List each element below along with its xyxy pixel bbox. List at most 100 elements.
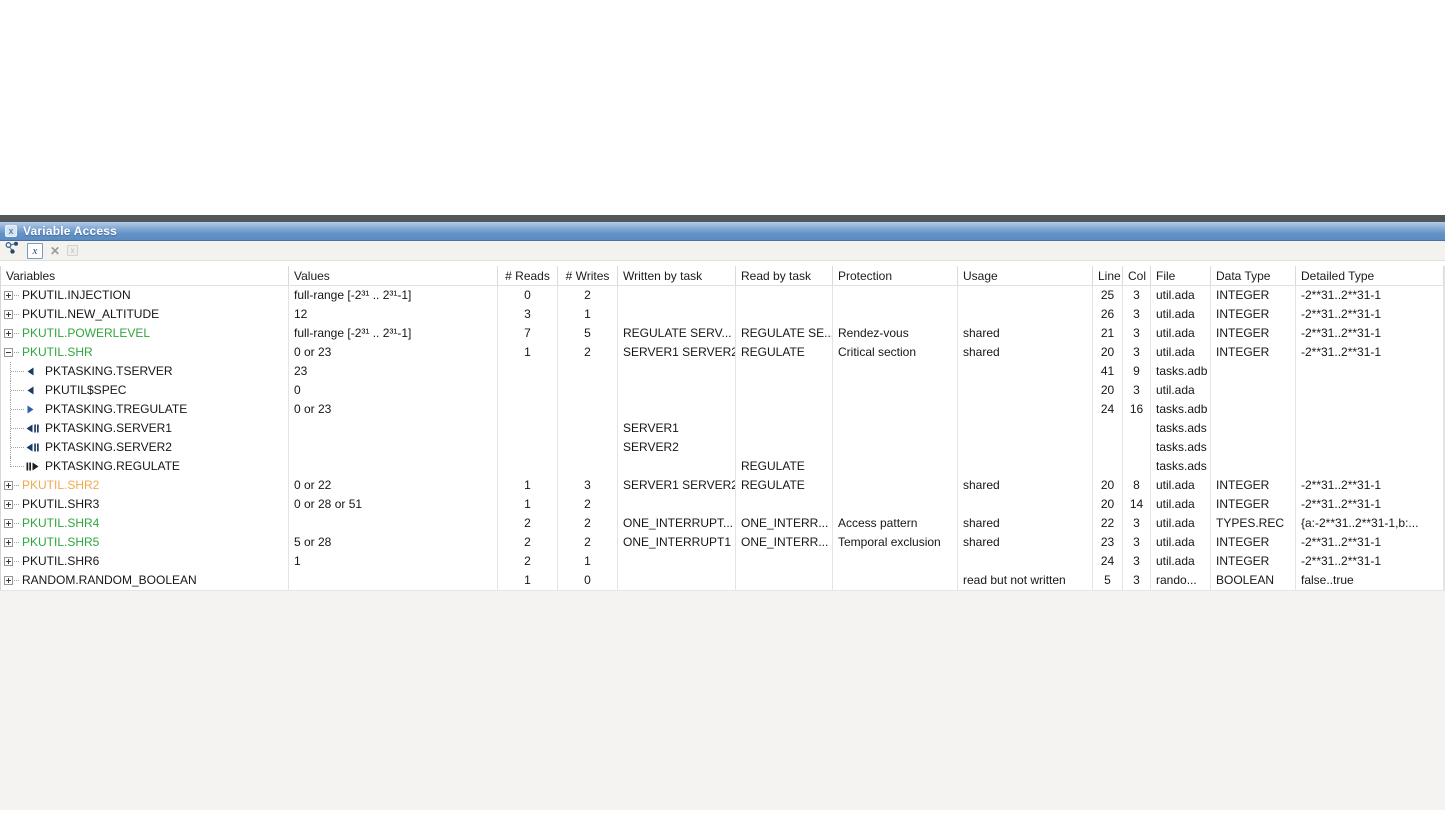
expand-toggle-icon[interactable] (4, 500, 13, 509)
expand-toggle-icon[interactable] (4, 329, 13, 338)
delete-disabled-button[interactable]: x (67, 243, 79, 259)
cell-protection (833, 571, 958, 590)
cell-values: 5 or 28 (289, 533, 498, 552)
variable-name: PKTASKING.TREGULATE (45, 402, 188, 416)
variable-name: PKUTIL$SPEC (45, 383, 127, 397)
table-row[interactable]: PKUTIL.INJECTION full-range [-2³¹ .. 2³¹-… (1, 286, 1444, 305)
cell-values (289, 514, 498, 533)
variable-name: PKUTIL.NEW_ALTITUDE (22, 307, 160, 321)
column-header-usage[interactable]: Usage (958, 266, 1093, 285)
cell-file: util.ada (1151, 324, 1211, 343)
column-header-writes[interactable]: # Writes (558, 266, 618, 285)
table-row[interactable]: RANDOM.RANDOM_BOOLEAN 1 0 read but not writ… (1, 571, 1444, 590)
table-row[interactable]: PKUTIL.SHR6 1 2 1 24 3 util.ada INTEGER -2**31..… (1, 552, 1444, 571)
cell-variable: PKUTIL.SHR3 (1, 495, 289, 514)
panel-titlebar[interactable]: x Variable Access (0, 222, 1445, 241)
tree-guide-line (10, 438, 11, 457)
cell-read_by: REGULATE (736, 476, 833, 495)
cell-data_type: INTEGER (1211, 286, 1296, 305)
tree-connector (14, 561, 19, 562)
table-row[interactable]: PKUTIL.SHR 0 or 23 1 2 SERVER1 SERVER2 REGULA… (1, 343, 1444, 362)
cell-col: 3 (1123, 514, 1151, 533)
cell-data_type (1211, 419, 1296, 438)
graph-view-button[interactable] (5, 241, 20, 259)
table-row[interactable]: PKTASKING.SERVER1 SERVER1 tasks.ads (1, 419, 1444, 438)
cell-written_by: ONE_INTERRUPT1 (618, 533, 736, 552)
column-header-file[interactable]: File (1151, 266, 1211, 285)
tree-connector (14, 333, 19, 334)
table-row[interactable]: PKUTIL.SHR4 2 2 ONE_INTERRUPT... ONE_INTERR.… (1, 514, 1444, 533)
cell-reads (498, 457, 558, 476)
variable-name: PKTASKING.SERVER2 (45, 440, 172, 454)
cell-detailed_type: false..true (1296, 571, 1444, 590)
cell-col: 3 (1123, 571, 1151, 590)
column-header-data_type[interactable]: Data Type (1211, 266, 1296, 285)
cell-col: 3 (1123, 381, 1151, 400)
tree-connector (14, 542, 19, 543)
table-row[interactable]: PKUTIL.POWERLEVEL full-range [-2³¹ .. 2³¹… (1, 324, 1444, 343)
cell-usage (958, 400, 1093, 419)
cell-reads: 1 (498, 476, 558, 495)
cell-file: util.ada (1151, 533, 1211, 552)
table-row[interactable]: PKUTIL.SHR3 0 or 28 or 51 1 2 20 14 util.ada IN… (1, 495, 1444, 514)
table-row[interactable]: PKTASKING.TSERVER 23 41 9 tasks.adb (1, 362, 1444, 381)
cell-data_type: INTEGER (1211, 552, 1296, 571)
cell-reads: 2 (498, 552, 558, 571)
cell-file: util.ada (1151, 476, 1211, 495)
table-row[interactable]: PKTASKING.TREGULATE 0 or 23 24 16 tasks.adb (1, 400, 1444, 419)
expand-toggle-icon[interactable] (4, 557, 13, 566)
cell-line: 25 (1093, 286, 1123, 305)
cell-col: 14 (1123, 495, 1151, 514)
column-header-reads[interactable]: # Reads (498, 266, 558, 285)
table-row[interactable]: PKTASKING.SERVER2 SERVER2 tasks.ads (1, 438, 1444, 457)
cell-reads: 1 (498, 571, 558, 590)
toolbar-table-gap (0, 261, 1445, 266)
cell-protection (833, 476, 958, 495)
table-row[interactable]: PKUTIL$SPEC 0 20 3 util.ada (1, 381, 1444, 400)
expand-toggle-icon[interactable] (4, 310, 13, 319)
tree-connector (14, 504, 19, 505)
cell-protection (833, 552, 958, 571)
cell-data_type: INTEGER (1211, 305, 1296, 324)
table-row[interactable]: PKUTIL.SHR5 5 or 28 2 2 ONE_INTERRUPT1 ONE_IN… (1, 533, 1444, 552)
delete-button[interactable]: ✕ (50, 243, 60, 259)
cell-read_by: REGULATE SE... (736, 324, 833, 343)
cell-detailed_type: -2**31..2**31-1 (1296, 305, 1444, 324)
expand-toggle-icon[interactable] (4, 576, 13, 585)
table-row[interactable]: PKUTIL.SHR2 0 or 22 1 3 SERVER1 SERVER2 REGUL… (1, 476, 1444, 495)
cell-written_by: SERVER1 SERVER2 (618, 343, 736, 362)
cell-read_by: REGULATE (736, 343, 833, 362)
cell-written_by (618, 362, 736, 381)
cell-file: util.ada (1151, 286, 1211, 305)
cell-detailed_type: {a:-2**31..2**31-1,b:... (1296, 514, 1444, 533)
panel-splitter[interactable] (0, 215, 1445, 222)
table-row[interactable]: PKTASKING.REGULATE REGULATE tasks.ads (1, 457, 1444, 476)
cell-col: 16 (1123, 400, 1151, 419)
cell-values (289, 438, 498, 457)
column-header-detailed_type[interactable]: Detailed Type (1296, 266, 1444, 285)
expand-toggle-icon[interactable] (4, 538, 13, 547)
column-header-values[interactable]: Values (289, 266, 498, 285)
cell-detailed_type (1296, 362, 1444, 381)
cell-protection (833, 305, 958, 324)
column-header-read_by[interactable]: Read by task (736, 266, 833, 285)
column-header-line[interactable]: Line (1093, 266, 1123, 285)
column-header-variables[interactable]: Variables (1, 266, 289, 285)
cell-read_by: ONE_INTERR... (736, 514, 833, 533)
cell-line: 24 (1093, 552, 1123, 571)
cell-usage (958, 495, 1093, 514)
cell-variable: PKUTIL.POWERLEVEL (1, 324, 289, 343)
column-header-written_by[interactable]: Written by task (618, 266, 736, 285)
expand-toggle-icon[interactable] (4, 291, 13, 300)
small-x-box-icon: x (67, 245, 79, 256)
cell-line: 24 (1093, 400, 1123, 419)
expand-toggle-icon[interactable] (4, 481, 13, 490)
table-row[interactable]: PKUTIL.NEW_ALTITUDE 12 3 1 26 3 util.ada INTEGE… (1, 305, 1444, 324)
expand-toggle-icon[interactable] (4, 519, 13, 528)
cell-data_type: INTEGER (1211, 495, 1296, 514)
tree-guide-line (11, 428, 24, 429)
column-header-protection[interactable]: Protection (833, 266, 958, 285)
column-header-col[interactable]: Col (1123, 266, 1151, 285)
show-variables-button[interactable]: x (27, 242, 43, 259)
collapse-toggle-icon[interactable] (4, 348, 13, 357)
